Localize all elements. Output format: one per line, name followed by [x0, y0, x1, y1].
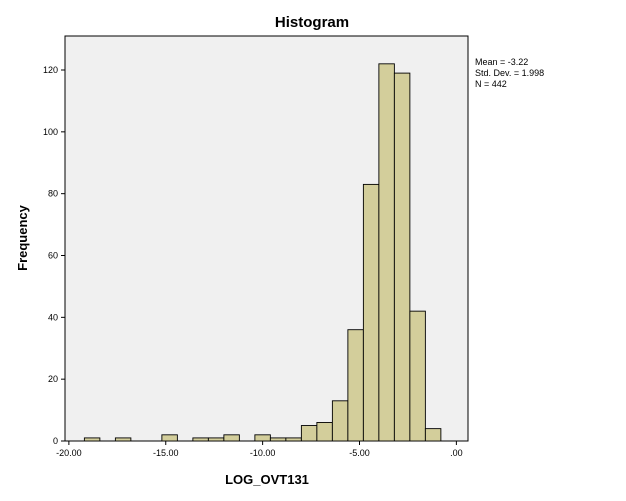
histogram-bar — [269, 437, 287, 442]
histogram-bar — [223, 434, 240, 442]
histogram-bar — [300, 425, 318, 442]
stat-n: N = 442 — [475, 79, 507, 89]
histogram-bar — [424, 428, 442, 442]
histogram-bar — [378, 63, 395, 442]
stat-mean: Mean = -3.22 — [475, 57, 528, 67]
chart-title: Histogram — [275, 14, 349, 31]
x-tick-label: .00 — [450, 448, 463, 458]
histogram-bar — [285, 437, 302, 442]
histogram-bar — [207, 437, 225, 442]
histogram-bar — [192, 437, 209, 442]
histogram-bar — [393, 72, 411, 442]
stat-std-dev: Std. Dev. = 1.998 — [475, 68, 544, 78]
histogram-bar — [362, 183, 380, 442]
histogram-bar — [254, 434, 271, 442]
histogram-bar — [409, 310, 426, 442]
x-tick-label: -15.00 — [153, 448, 179, 458]
y-tick-label: 120 — [43, 65, 58, 75]
x-axis-label: LOG_OVT131 — [225, 472, 309, 487]
histogram-bar — [161, 434, 178, 442]
x-tick-label: -10.00 — [250, 448, 276, 458]
y-tick-label: 100 — [43, 127, 58, 137]
histogram-bar — [347, 329, 364, 442]
x-axis: -20.00 -15.00 -10.00 -5.00 .00 — [56, 441, 463, 458]
y-tick-label: 60 — [48, 251, 58, 261]
histogram-bar — [316, 422, 333, 442]
y-axis-label: Frequency — [15, 204, 30, 271]
histogram-bar — [114, 437, 132, 442]
bars-group — [83, 63, 442, 442]
histogram-bar — [331, 400, 349, 442]
y-tick-label: 80 — [48, 189, 58, 199]
y-tick-label: 20 — [48, 374, 58, 384]
y-tick-label: 40 — [48, 312, 58, 322]
y-axis: 0 20 40 60 80 100 120 — [43, 65, 65, 446]
x-tick-label: -5.00 — [349, 448, 370, 458]
y-tick-label: 0 — [53, 436, 58, 446]
x-tick-label: -20.00 — [56, 448, 82, 458]
histogram-bar — [83, 437, 101, 442]
stats-box: Mean = -3.22 Std. Dev. = 1.998 N = 442 — [475, 57, 544, 89]
